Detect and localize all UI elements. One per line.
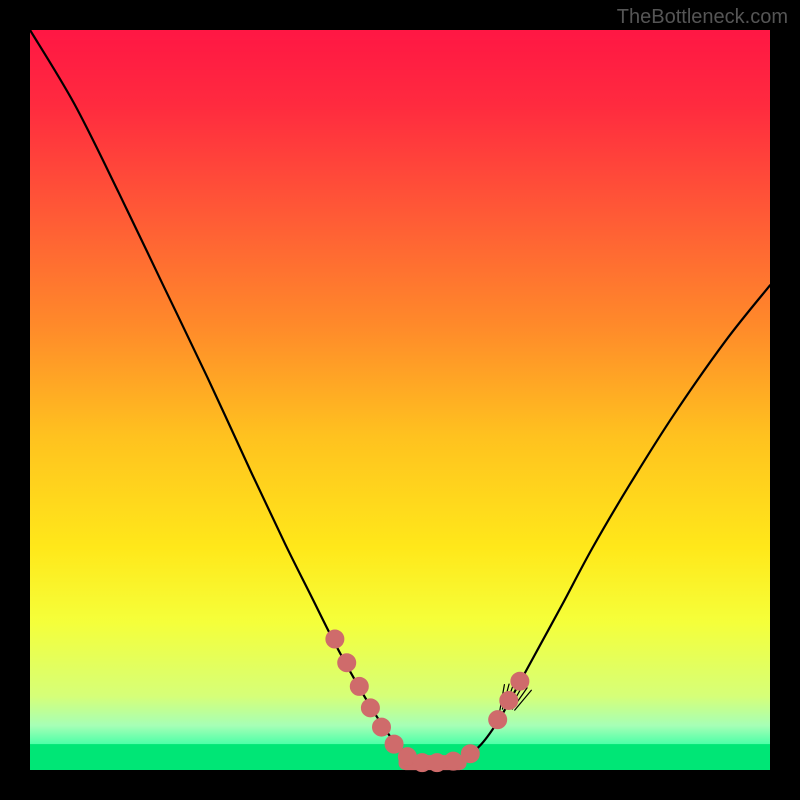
valley-marker <box>511 672 529 690</box>
watermark-text: TheBottleneck.com <box>617 6 788 29</box>
plot-background-gradient <box>30 30 770 770</box>
valley-marker <box>338 654 356 672</box>
valley-marker <box>489 711 507 729</box>
valley-marker <box>428 754 446 772</box>
valley-marker <box>461 745 479 763</box>
valley-marker <box>500 691 518 709</box>
valley-marker <box>373 718 391 736</box>
chart-svg <box>0 0 800 800</box>
valley-marker <box>326 630 344 648</box>
valley-marker <box>361 699 379 717</box>
valley-marker <box>444 752 462 770</box>
valley-marker <box>350 677 368 695</box>
